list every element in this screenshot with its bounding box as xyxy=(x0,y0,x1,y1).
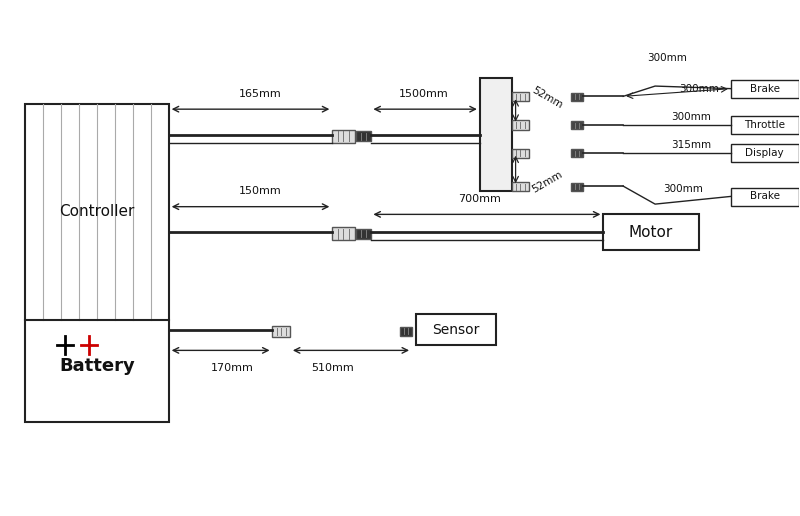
Text: 52mm: 52mm xyxy=(530,85,565,110)
Bar xyxy=(571,93,583,101)
Bar xyxy=(356,131,370,141)
Bar xyxy=(571,183,583,191)
Bar xyxy=(512,149,529,158)
Text: 165mm: 165mm xyxy=(239,89,282,99)
Bar xyxy=(332,130,354,143)
Bar xyxy=(512,92,529,102)
Bar xyxy=(512,120,529,130)
Text: 150mm: 150mm xyxy=(239,186,282,197)
Text: Brake: Brake xyxy=(750,84,780,93)
Text: 300mm: 300mm xyxy=(679,84,719,94)
Text: 300mm: 300mm xyxy=(671,112,711,122)
FancyBboxPatch shape xyxy=(416,314,496,345)
Text: Motor: Motor xyxy=(629,225,674,240)
Bar xyxy=(571,121,583,129)
Text: 170mm: 170mm xyxy=(211,363,254,373)
FancyBboxPatch shape xyxy=(731,144,798,162)
Bar xyxy=(356,229,370,239)
FancyBboxPatch shape xyxy=(731,80,798,98)
Text: 52mm: 52mm xyxy=(530,170,565,195)
Text: Throttle: Throttle xyxy=(744,120,786,130)
Text: 700mm: 700mm xyxy=(458,194,501,204)
Bar xyxy=(273,326,290,336)
Bar xyxy=(571,149,583,157)
Text: 315mm: 315mm xyxy=(670,140,711,150)
Text: Display: Display xyxy=(746,148,784,158)
FancyBboxPatch shape xyxy=(731,116,798,134)
Text: 300mm: 300mm xyxy=(647,53,687,63)
Text: Sensor: Sensor xyxy=(432,323,479,337)
FancyBboxPatch shape xyxy=(26,104,169,422)
Text: 510mm: 510mm xyxy=(311,363,354,373)
Text: Brake: Brake xyxy=(750,191,780,201)
FancyBboxPatch shape xyxy=(480,78,512,191)
FancyBboxPatch shape xyxy=(603,214,699,250)
Text: Controller: Controller xyxy=(59,204,134,219)
Text: Battery: Battery xyxy=(59,357,135,375)
Bar xyxy=(332,228,354,240)
Text: 300mm: 300mm xyxy=(663,184,703,194)
Bar xyxy=(400,327,412,336)
FancyBboxPatch shape xyxy=(731,188,798,206)
Bar xyxy=(512,182,529,191)
Text: 1500mm: 1500mm xyxy=(399,89,449,99)
